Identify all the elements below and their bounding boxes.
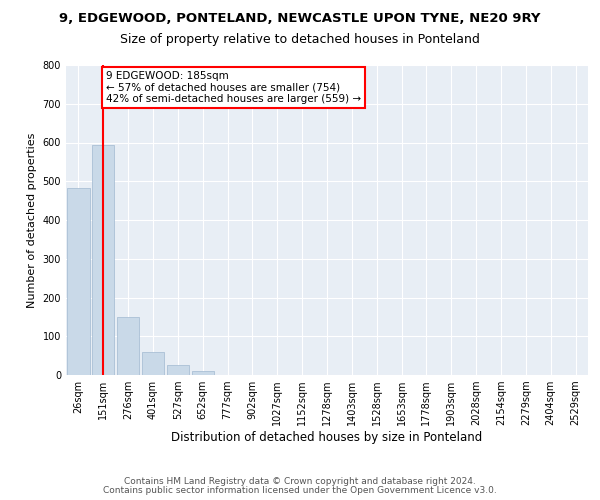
Text: 9 EDGEWOOD: 185sqm
← 57% of detached houses are smaller (754)
42% of semi-detach: 9 EDGEWOOD: 185sqm ← 57% of detached hou… <box>106 71 361 104</box>
Bar <box>117 317 139 375</box>
X-axis label: Distribution of detached houses by size in Ponteland: Distribution of detached houses by size … <box>172 431 482 444</box>
Bar <box>142 352 164 375</box>
Text: Contains public sector information licensed under the Open Government Licence v3: Contains public sector information licen… <box>103 486 497 495</box>
Bar <box>67 188 89 375</box>
Bar <box>191 371 214 375</box>
Y-axis label: Number of detached properties: Number of detached properties <box>27 132 37 308</box>
Text: 9, EDGEWOOD, PONTELAND, NEWCASTLE UPON TYNE, NE20 9RY: 9, EDGEWOOD, PONTELAND, NEWCASTLE UPON T… <box>59 12 541 26</box>
Bar <box>92 145 115 375</box>
Text: Contains HM Land Registry data © Crown copyright and database right 2024.: Contains HM Land Registry data © Crown c… <box>124 477 476 486</box>
Bar <box>167 366 189 375</box>
Text: Size of property relative to detached houses in Ponteland: Size of property relative to detached ho… <box>120 32 480 46</box>
